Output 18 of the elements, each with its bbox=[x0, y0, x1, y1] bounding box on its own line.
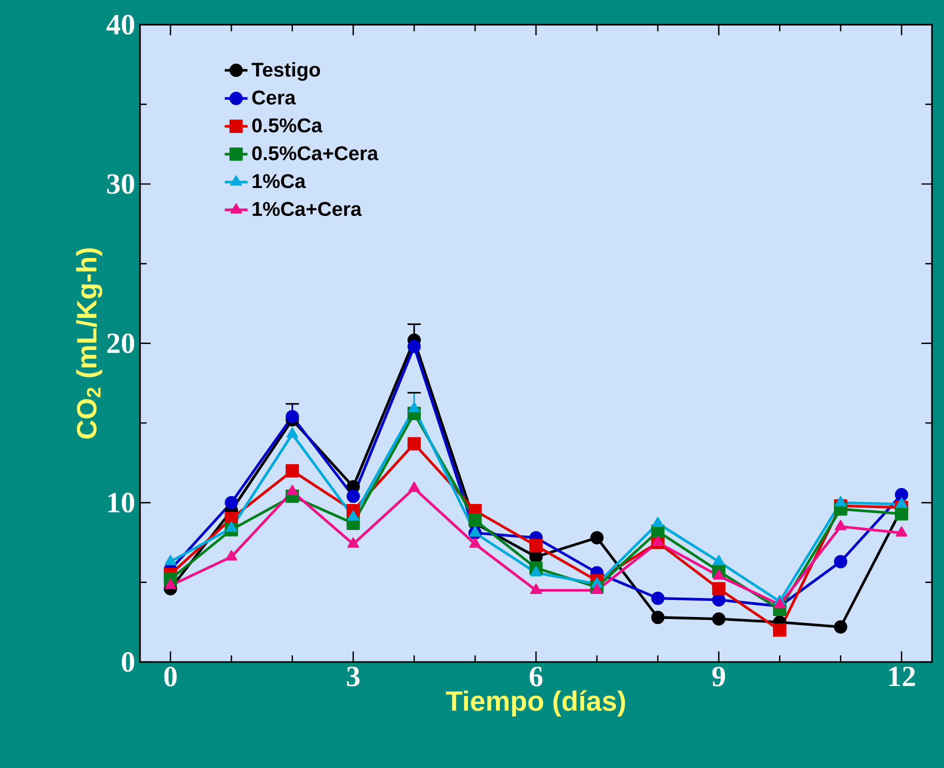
legend-label: 1%Ca+Cera bbox=[252, 202, 362, 216]
x-tick-label: 3 bbox=[347, 666, 360, 686]
legend-label: 1%Ca bbox=[252, 174, 306, 188]
y-tick-label: 40 bbox=[106, 14, 134, 35]
y-tick-label: 20 bbox=[107, 333, 134, 354]
x-tick-label: 0 bbox=[164, 666, 177, 686]
x-axis-title: Tiempo (días) bbox=[446, 690, 626, 716]
x-tick-label: 12 bbox=[889, 666, 915, 686]
legend-label: Cera bbox=[252, 90, 296, 105]
y-tick-label: 30 bbox=[107, 174, 134, 194]
x-tick-label: 6 bbox=[530, 666, 542, 686]
legend-label: Testigo bbox=[252, 62, 320, 81]
y-tick-label: 10 bbox=[108, 492, 134, 513]
legend-label: 0.5%Ca bbox=[252, 118, 322, 132]
y-tick-label: 0 bbox=[122, 652, 134, 672]
y-axis-title: CO$_{2}$ (mL/Kg-h) bbox=[76, 248, 102, 439]
x-tick-label: 9 bbox=[712, 666, 726, 686]
legend-label: 0.5%Ca+Cera bbox=[252, 146, 378, 160]
